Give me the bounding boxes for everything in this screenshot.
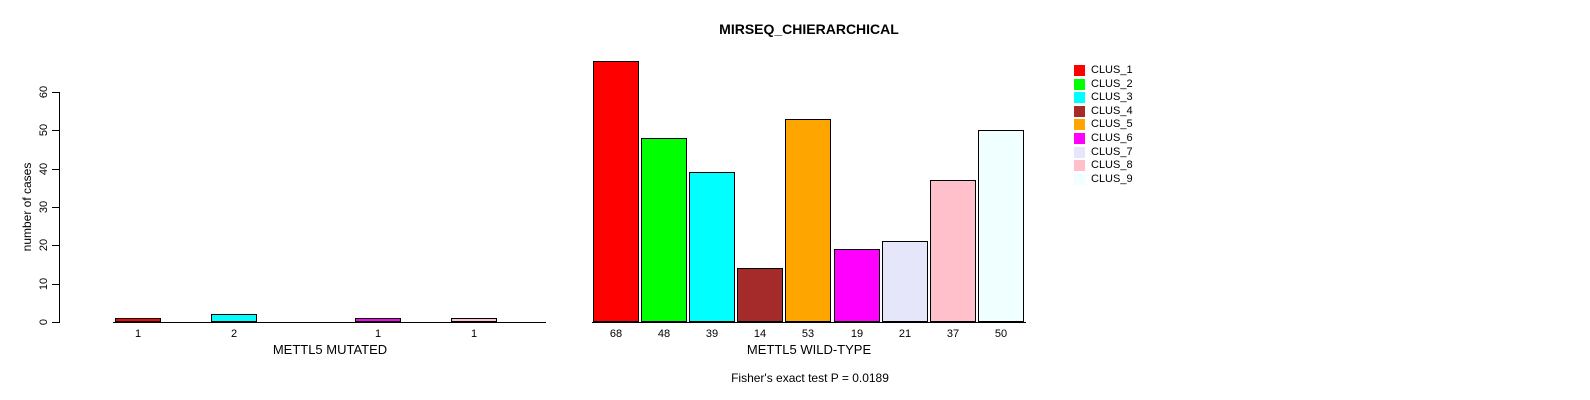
y-tick (52, 92, 59, 93)
y-tick (52, 130, 59, 131)
legend-label: CLUS_7 (1091, 146, 1133, 158)
bar-value-label: 39 (705, 328, 719, 340)
bar-CLUS_1 (115, 318, 161, 322)
y-tick (52, 207, 59, 208)
bar-value-label: 48 (657, 328, 671, 340)
legend-swatch (1074, 147, 1085, 158)
bar-value-label: 1 (374, 328, 382, 340)
legend-swatch (1074, 133, 1085, 144)
bar-value-label: 1 (470, 328, 478, 340)
x-axis-line (592, 322, 1026, 323)
legend-label: CLUS_5 (1091, 118, 1133, 130)
legend-label: CLUS_8 (1091, 159, 1133, 171)
legend-label: CLUS_2 (1091, 78, 1133, 90)
bar-CLUS_2 (641, 138, 687, 322)
bar-value-label: 53 (801, 328, 815, 340)
bar-value-label: 37 (946, 328, 960, 340)
fisher-test-annotation: Fisher's exact test P = 0.0189 (731, 371, 889, 385)
bar-value-label: 14 (753, 328, 767, 340)
legend-swatch (1074, 92, 1085, 103)
legend-swatch (1074, 106, 1085, 117)
y-tick (52, 284, 59, 285)
bar-CLUS_5 (785, 119, 831, 322)
legend-swatch (1074, 119, 1085, 130)
legend-label: CLUS_6 (1091, 132, 1133, 144)
chart-title: MIRSEQ_CHIERARCHICAL (719, 21, 899, 37)
y-tick-label: 0 (38, 318, 50, 326)
legend-swatch (1074, 65, 1085, 76)
y-tick (52, 245, 59, 246)
bar-CLUS_4 (737, 268, 783, 322)
bar-value-label: 19 (850, 328, 864, 340)
legend-swatch (1074, 174, 1085, 185)
x-axis-line (113, 322, 546, 323)
bar-CLUS_9 (978, 130, 1024, 322)
legend-label: CLUS_9 (1091, 173, 1133, 185)
y-tick-label: 60 (38, 85, 50, 99)
x-axis-group-label: METTL5 MUTATED (272, 342, 388, 357)
y-tick (52, 322, 59, 323)
legend-swatch (1074, 79, 1085, 90)
y-tick-label: 40 (38, 162, 50, 176)
bar-CLUS_6 (834, 249, 880, 322)
y-tick-label: 50 (38, 123, 50, 137)
legend-label: CLUS_1 (1091, 64, 1133, 76)
y-axis-label: number of cases (20, 162, 34, 252)
bar-CLUS_8 (930, 180, 976, 322)
legend-label: CLUS_3 (1091, 91, 1133, 103)
y-axis-line (59, 92, 60, 323)
bar-CLUS_3 (211, 314, 257, 322)
x-axis-group-label: METTL5 WILD-TYPE (746, 342, 872, 357)
bar-value-label: 1 (134, 328, 142, 340)
y-tick-label: 10 (38, 277, 50, 291)
bar-value-label: 68 (609, 328, 623, 340)
bar-value-label: 2 (230, 328, 238, 340)
bar-CLUS_7 (882, 241, 928, 322)
bar-value-label: 50 (994, 328, 1008, 340)
bar-CLUS_1 (593, 61, 639, 322)
bar-CLUS_8 (451, 318, 497, 322)
legend-swatch (1074, 160, 1085, 171)
y-tick-label: 30 (38, 200, 50, 214)
legend-label: CLUS_4 (1091, 105, 1133, 117)
y-tick-label: 20 (38, 238, 50, 252)
bar-value-label: 21 (898, 328, 912, 340)
bar-CLUS_3 (689, 172, 735, 322)
bar-CLUS_6 (355, 318, 401, 322)
y-tick (52, 169, 59, 170)
